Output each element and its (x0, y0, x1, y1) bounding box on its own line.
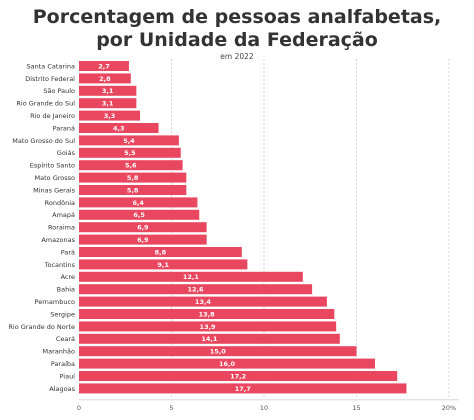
bar (79, 321, 337, 332)
category-label: Piauí (60, 372, 76, 380)
bar (79, 209, 200, 220)
bar (79, 296, 327, 307)
value-label: 2,8 (99, 75, 111, 83)
value-label: 5,4 (123, 137, 135, 145)
value-label: 2,7 (98, 62, 110, 70)
x-tick-label: 10 (260, 404, 268, 412)
category-label: Amazonas (41, 236, 75, 244)
category-label: Sergipe (50, 310, 75, 318)
category-label: Ceará (56, 335, 75, 343)
value-label: 6,9 (137, 236, 149, 244)
bar (79, 85, 137, 96)
category-label: Tocantins (44, 261, 76, 269)
value-label: 5,6 (125, 162, 137, 170)
category-label: Alagoas (49, 385, 75, 393)
category-label: Rio de Janeiro (30, 112, 75, 120)
category-label: Maranhão (43, 348, 75, 356)
x-tick-label: 20% (442, 404, 456, 412)
bar (79, 73, 131, 84)
value-label: 6,4 (132, 199, 144, 207)
category-label: Goiás (57, 149, 76, 157)
x-tick-label: 15 (352, 404, 360, 412)
category-label: Minas Gerais (33, 186, 75, 194)
category-label: Rio Grande do Norte (8, 323, 75, 331)
bar (79, 284, 313, 295)
bar (79, 197, 198, 208)
bar (79, 172, 187, 183)
value-label: 5,8 (127, 186, 139, 194)
value-label: 13,4 (195, 298, 212, 306)
category-label: Amapá (52, 211, 75, 219)
value-label: 12,1 (183, 273, 200, 281)
x-tick-label: 0 (77, 404, 81, 412)
bar (79, 346, 357, 357)
bar (79, 234, 207, 245)
value-label: 17,2 (230, 372, 246, 380)
category-label: Roraima (48, 224, 75, 232)
category-label: Rondônia (45, 199, 75, 207)
chart-title-line1: Porcentagem de pessoas analfabetas, (32, 6, 442, 28)
value-label: 13,9 (200, 323, 217, 331)
bar (79, 271, 303, 282)
bar (79, 222, 207, 233)
bar (79, 371, 398, 381)
chart-title-line2: por Unidade da Federação (96, 29, 378, 51)
category-label: Espírito Santo (30, 162, 75, 170)
chart-title: Porcentagem de pessoas analfabetas, por … (0, 6, 474, 52)
category-label: Acre (61, 273, 75, 281)
value-label: 3,3 (104, 112, 116, 120)
category-label: Pernambuco (35, 298, 75, 306)
category-label: Paraíba (51, 360, 75, 368)
bar (79, 309, 335, 319)
bar (79, 135, 179, 146)
value-label: 15,0 (210, 348, 227, 356)
x-tick-label: 5 (169, 404, 173, 412)
bar (79, 147, 181, 158)
value-label: 14,1 (201, 335, 218, 343)
value-label: 3,1 (102, 87, 114, 95)
bar (79, 358, 375, 369)
value-label: 6,5 (133, 211, 145, 219)
value-label: 17,7 (235, 385, 251, 393)
bar (79, 123, 159, 133)
value-label: 13,8 (199, 310, 216, 318)
category-label: Rio Grande do Sul (16, 100, 75, 108)
category-label: Bahia (57, 286, 75, 294)
bar (79, 185, 187, 195)
bar (79, 110, 141, 121)
category-label: São Paulo (43, 87, 75, 95)
bar (79, 383, 407, 394)
category-label: Mato Grosso do Sul (12, 137, 75, 145)
chart-subtitle: em 2022 (220, 52, 254, 61)
value-label: 16,0 (219, 360, 236, 368)
category-label: Paraná (53, 124, 75, 132)
value-label: 9,1 (157, 261, 169, 269)
category-label: Distrito Federal (25, 75, 75, 83)
category-label: Mato Grosso (35, 174, 75, 182)
bar (79, 247, 242, 257)
category-label: Pará (61, 248, 75, 256)
bar (79, 160, 183, 171)
value-label: 3,1 (102, 100, 114, 108)
value-label: 12,6 (188, 286, 205, 294)
bar (79, 333, 340, 344)
bar (79, 98, 137, 109)
bar (79, 259, 248, 270)
value-label: 8,8 (155, 248, 167, 256)
category-label: Santa Catarina (27, 62, 75, 70)
value-label: 5,5 (124, 149, 136, 157)
value-label: 5,8 (127, 174, 139, 182)
bar (79, 61, 129, 71)
value-label: 6,9 (137, 224, 149, 232)
value-label: 4,3 (113, 124, 125, 132)
